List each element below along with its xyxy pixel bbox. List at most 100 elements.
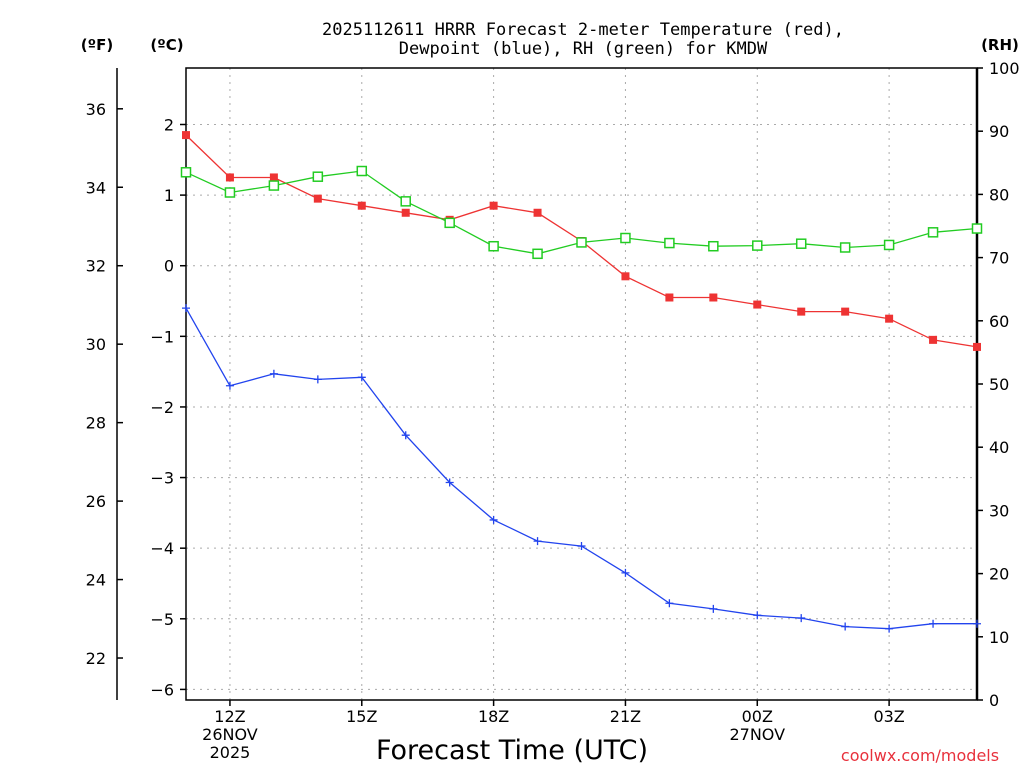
fahrenheit-tick-label: 36: [86, 100, 106, 119]
dewpoint-point: [841, 622, 850, 631]
rh-tick-label: 100: [989, 59, 1020, 78]
2-meter-temperature-point: [885, 314, 894, 323]
fahrenheit-tick-label: 30: [86, 335, 106, 354]
fahrenheit-axis-unit: (ºF): [81, 36, 113, 54]
x-tick-label: 27NOV: [729, 725, 785, 744]
dewpoint-point: [797, 614, 806, 623]
rh-point: [268, 180, 280, 191]
2-meter-temperature-point: [225, 173, 234, 182]
fahrenheit-tick-label: 24: [86, 571, 106, 590]
rh-point: [927, 227, 939, 238]
rh-point: [839, 242, 851, 253]
2-meter-temperature-point: [797, 307, 806, 316]
rh-point: [795, 238, 807, 249]
dewpoint-point: [665, 599, 674, 608]
rh-tick-label: 10: [989, 628, 1009, 647]
2-meter-temperature-point: [182, 131, 190, 140]
dewpoint-point: [357, 373, 366, 382]
2-meter-temperature-point: [357, 201, 366, 210]
rh-axis-unit: (RH): [981, 36, 1019, 54]
rh-point: [883, 239, 895, 251]
chart-title-line-2: Dewpoint (blue), RH (green) for KMDW: [399, 39, 768, 59]
dewpoint-point: [929, 619, 938, 628]
dewpoint-point: [182, 304, 190, 313]
rh-point: [708, 240, 719, 252]
dewpoint-point: [225, 381, 234, 390]
celsius-tick-label: −1: [150, 327, 174, 346]
data-series: [180, 131, 983, 633]
2-meter-temperature-point: [313, 194, 322, 203]
rh-point: [400, 196, 411, 207]
rh-point: [532, 248, 543, 260]
rh-point: [488, 240, 499, 252]
fahrenheit-tick-label: 26: [86, 492, 106, 511]
fahrenheit-tick-label: 34: [86, 178, 106, 197]
dewpoint-point: [577, 542, 586, 551]
celsius-tick-label: 0: [164, 257, 174, 276]
x-tick-label: 2025: [210, 743, 251, 762]
rh-tick-label: 20: [989, 565, 1009, 584]
credit-text: coolwx.com/models: [841, 746, 999, 765]
rh-point: [444, 217, 455, 229]
2-meter-temperature-point: [665, 293, 674, 302]
2-meter-temperature-point: [269, 173, 278, 182]
gridlines: [186, 68, 977, 700]
rh-point: [224, 187, 236, 198]
fahrenheit-tick-labels: 36 34 32 30 28 26 24 22: [86, 100, 106, 668]
rh-tick-label: 90: [989, 122, 1009, 141]
rh-point: [180, 167, 192, 178]
dewpoint-point: [445, 478, 454, 487]
rh-point: [620, 232, 631, 244]
rh-point: [971, 223, 983, 234]
x-axis-label: Forecast Time (UTC): [376, 735, 648, 766]
fahrenheit-tick-label: 28: [86, 414, 106, 433]
celsius-tick-label: −2: [150, 398, 174, 417]
celsius-axis-unit: (ºC): [150, 36, 183, 54]
x-tick-label: 00Z: [742, 707, 773, 726]
dewpoint-point: [489, 515, 498, 524]
2-meter-temperature-point: [533, 208, 542, 217]
x-tick-label: 03Z: [873, 707, 904, 726]
2-meter-temperature-point: [841, 307, 850, 316]
axis-tick-marks: [117, 67, 983, 706]
rh-tick-label: 40: [989, 438, 1009, 457]
dewpoint-point: [621, 568, 630, 577]
dewpoint-point: [973, 619, 981, 628]
celsius-tick-label: −4: [150, 539, 174, 558]
x-tick-label: 21Z: [610, 707, 641, 726]
x-tick-label: 15Z: [346, 707, 377, 726]
dewpoint-point: [885, 624, 894, 633]
dewpoint-point: [533, 537, 542, 546]
2-meter-temperature-point: [929, 335, 938, 344]
rh-tick-label: 0: [989, 691, 999, 710]
dewpoint-point: [709, 604, 718, 613]
rh-tick-label: 50: [989, 375, 1009, 394]
chart-title-line-1: 2025112611 HRRR Forecast 2-meter Tempera…: [322, 20, 844, 40]
rh-tick-label: 80: [989, 185, 1009, 204]
rh-tick-label: 30: [989, 501, 1009, 520]
fahrenheit-tick-label: 32: [86, 257, 106, 276]
rh-point: [356, 165, 368, 177]
rh-tick-label: 60: [989, 312, 1009, 331]
2-meter-temperature-point: [621, 272, 630, 281]
2-meter-temperature-point: [401, 208, 410, 217]
2-meter-temperature-point: [709, 293, 718, 302]
celsius-tick-label: −5: [150, 610, 174, 629]
dewpoint-point: [753, 611, 762, 620]
2-meter-temperature-point: [973, 342, 981, 351]
fahrenheit-tick-label: 22: [86, 649, 106, 668]
x-tick-label: 12Z: [214, 707, 245, 726]
dewpoint-point: [269, 369, 278, 378]
dewpoint-line: [185, 307, 977, 630]
celsius-tick-label: −3: [150, 469, 174, 488]
celsius-tick-label: −6: [150, 680, 174, 699]
plot-frame: [185, 67, 978, 701]
2-meter-temperature-point: [753, 300, 762, 309]
celsius-tick-label: 2: [164, 115, 174, 134]
rh-point: [752, 240, 763, 251]
celsius-tick-label: 1: [164, 186, 174, 205]
celsius-tick-labels: 2 1 0 −1 −2 −3 −4 −5 −6: [150, 115, 174, 699]
